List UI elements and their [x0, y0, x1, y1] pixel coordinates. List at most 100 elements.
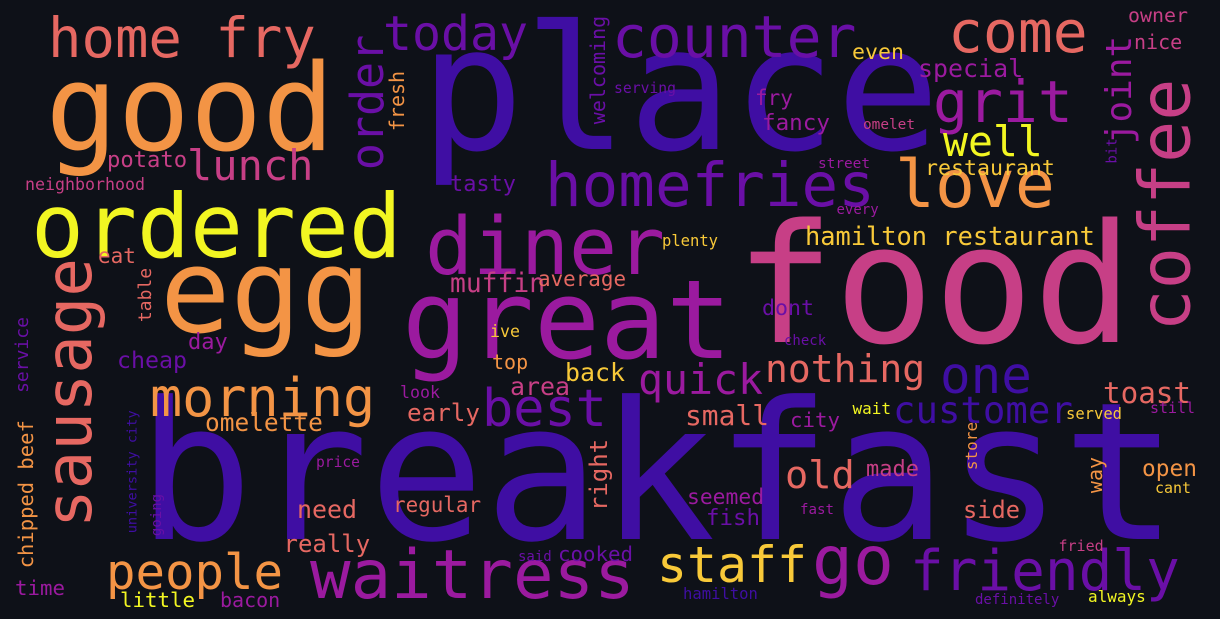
word-good: good: [45, 40, 335, 179]
word-fish: fish: [706, 505, 760, 531]
word-grit: grit: [933, 68, 1073, 136]
word-really: really: [283, 530, 371, 558]
word-eat: eat: [98, 244, 136, 268]
word-home-fry: home fry: [48, 6, 316, 71]
word-one: one: [940, 345, 1032, 405]
word-cant: cant: [1155, 479, 1191, 497]
word-ordered: ordered: [31, 175, 402, 278]
word-cheap: cheap: [117, 346, 187, 374]
word-customer: customer: [893, 387, 1073, 432]
word-neighborhood: neighborhood: [25, 174, 145, 194]
word-definitely: definitely: [975, 592, 1060, 608]
word-today: today: [383, 6, 528, 62]
word-friendly: friendly: [910, 539, 1180, 604]
word-still: still: [1150, 399, 1195, 417]
word-well: well: [943, 117, 1043, 166]
word-served: served: [1066, 405, 1122, 423]
word-early: early: [407, 397, 480, 427]
word-said: said: [518, 549, 552, 565]
word-special: special: [918, 54, 1024, 83]
word-back: back: [565, 357, 625, 387]
word-toast: toast: [1103, 375, 1192, 410]
word-hamilton-restaurant: hamilton restaurant: [805, 220, 1095, 251]
word-regular: regular: [393, 492, 482, 517]
word-top: top: [492, 350, 529, 374]
word-nice: nice: [1134, 30, 1183, 54]
word-serving: serving: [614, 79, 677, 97]
word-staff: staff: [657, 536, 807, 594]
word-go: go: [812, 522, 894, 601]
word-order: order: [341, 34, 395, 171]
word-little: little: [120, 587, 196, 612]
word-love: love: [895, 144, 1055, 223]
word-fry: fry: [755, 86, 793, 110]
word-way: way: [1083, 456, 1108, 494]
word-plenty: plenty: [662, 231, 718, 250]
word-fresh: fresh: [385, 70, 410, 131]
word-lunch: lunch: [187, 141, 314, 190]
word-side: side: [963, 496, 1020, 524]
word-joint: joint: [1099, 35, 1141, 145]
word-fried: fried: [1058, 537, 1104, 555]
word-bacon: bacon: [220, 588, 281, 612]
word-muffin: muffin: [450, 269, 546, 299]
word-quick: quick: [638, 355, 763, 404]
word-ive: ive: [490, 322, 520, 341]
word-city: city: [790, 407, 840, 432]
word-potato: potato: [107, 146, 188, 173]
word-people: people: [106, 544, 284, 601]
word-cooked: cooked: [558, 541, 634, 566]
word-hamilton: hamilton: [683, 585, 758, 603]
word-restaurant: restaurant: [925, 155, 1055, 181]
word-seemed: seemed: [687, 484, 765, 510]
word-university-city: university city: [124, 409, 141, 533]
word-morning: morning: [150, 365, 376, 429]
word-fast: fast: [800, 501, 834, 518]
word-area: area: [510, 372, 570, 401]
word-street: street: [818, 156, 870, 172]
word-going: going: [149, 493, 166, 537]
word-open: open: [1142, 455, 1197, 482]
word-dont: dont: [762, 296, 814, 321]
word-tasty: tasty: [450, 171, 516, 197]
word-counter: counter: [612, 3, 857, 71]
word-come: come: [948, 0, 1088, 66]
word-always: always: [1088, 587, 1146, 606]
word-breakfast: breakfast: [137, 362, 1178, 585]
word-bit: bit: [1104, 138, 1121, 164]
word-day: day: [188, 330, 228, 355]
word-great: great: [402, 255, 732, 384]
word-price: price: [316, 454, 360, 471]
word-service: service: [11, 317, 33, 393]
word-check: check: [784, 333, 827, 349]
word-welcoming: welcoming: [586, 15, 611, 125]
word-waitress: waitress: [310, 534, 635, 614]
word-best: best: [482, 379, 607, 439]
word-homefries: homefries: [545, 149, 875, 221]
word-omelet: omelet: [863, 117, 915, 133]
word-wait: wait: [852, 399, 892, 418]
word-right: right: [585, 438, 614, 512]
word-even: even: [852, 39, 904, 65]
word-look: look: [400, 383, 440, 402]
word-chipped-beef: chipped beef: [13, 419, 38, 568]
word-coffee: coffee: [1123, 78, 1206, 332]
word-store: store: [962, 421, 982, 470]
word-need: need: [297, 494, 357, 524]
word-diner: diner: [425, 199, 665, 293]
word-small: small: [685, 399, 770, 432]
word-old: old: [785, 452, 855, 498]
word-time: time: [15, 575, 65, 600]
word-place: place: [420, 0, 941, 190]
word-sausage: sausage: [32, 257, 107, 528]
word-food: food: [735, 189, 1133, 381]
word-every: every: [836, 202, 879, 218]
word-egg: egg: [160, 222, 372, 360]
word-nothing: nothing: [765, 347, 926, 391]
word-made: made: [866, 457, 919, 482]
word-average: average: [538, 267, 627, 291]
word-table: table: [135, 267, 157, 323]
word-fancy: fancy: [762, 110, 830, 136]
word-omelette: omelette: [205, 407, 323, 437]
